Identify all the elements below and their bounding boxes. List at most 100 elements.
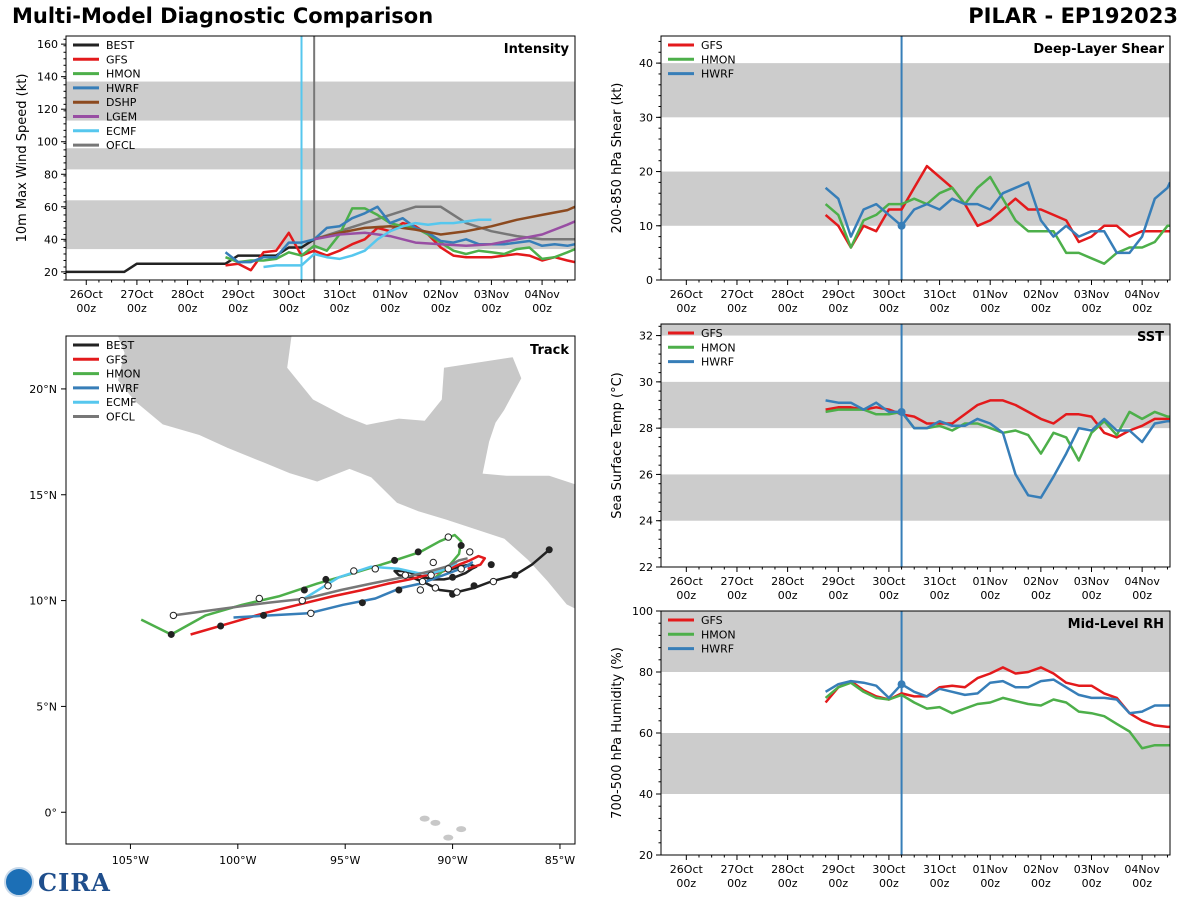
track-point-open [457, 565, 465, 573]
x-tick-label: 00z [1031, 877, 1051, 890]
x-tick-label: 00z [828, 302, 848, 315]
x-tick-label: 29Oct [822, 863, 856, 876]
y-tick-label: 32 [639, 330, 653, 343]
track-point-open [466, 548, 474, 556]
x-tick-label: 04Nov [1124, 575, 1160, 588]
x-tick-label: 31Oct [923, 863, 957, 876]
x-tick-label: 00z [879, 302, 899, 315]
legend-label-best: BEST [106, 39, 134, 52]
series-line-hwrf [224, 205, 575, 264]
series-line-ecmf [263, 218, 492, 269]
y-tick-label: 10 [639, 220, 653, 233]
x-tick-label: 26Oct [670, 863, 704, 876]
x-tick-label: 00z [1132, 877, 1152, 890]
series-line-hmon [824, 681, 1170, 750]
track-line-hwrf [233, 561, 474, 619]
legend-label-hmon: HMON [701, 53, 736, 66]
x-tick-label: 31Oct [323, 288, 357, 301]
x-tick-label: 00z [1132, 589, 1152, 602]
track-point-filled [322, 575, 330, 583]
y-axis-label: Sea Surface Temp (°C) [610, 372, 625, 519]
shear-plot-area [661, 36, 1170, 280]
x-tick-label: 04Nov [1124, 863, 1160, 876]
track-point-open [169, 611, 178, 620]
threshold-band [661, 63, 1170, 118]
track-point-filled [487, 561, 495, 569]
legend-label-hwrf: HWRF [701, 643, 734, 656]
x-tick-label: 00z [828, 589, 848, 602]
x-tick-label: 27Oct [720, 575, 754, 588]
x-tick-label: 28Oct [771, 863, 805, 876]
track-point-open [489, 577, 498, 586]
threshold-band [661, 474, 1170, 521]
track-point-open [324, 582, 332, 590]
legend-label-hwrf: HWRF [701, 68, 734, 81]
x-tick-label: 00z [980, 877, 1000, 890]
x-tick-label: 00z [1082, 589, 1102, 602]
x-tick-label: 00z [980, 302, 1000, 315]
x-tick-label: 01Nov [972, 863, 1008, 876]
track-point-filled [511, 571, 519, 579]
x-tick-label: 00z [828, 877, 848, 890]
y-tick-label: 40 [639, 788, 653, 801]
track-line-ecmf [303, 561, 458, 600]
legend-label-gfs: GFS [701, 614, 723, 627]
init-marker [897, 407, 906, 416]
track-point-filled [300, 586, 308, 594]
x-tick-label: 00z [778, 589, 798, 602]
x-tick-label: 00z [727, 877, 747, 890]
x-tick-label: 30Oct [872, 288, 906, 301]
y-tick-label: 40 [639, 57, 653, 70]
island [456, 826, 467, 833]
track-point-open [255, 594, 263, 603]
track-line-ofcl [173, 557, 468, 617]
y-axis-label: 700-500 hPa Humidity (%) [610, 647, 625, 819]
x-tick-label: 01Nov [372, 288, 408, 301]
x-tick-label: 27Oct [120, 288, 154, 301]
x-tick-label: 02Nov [1023, 575, 1059, 588]
track-point-filled [358, 599, 366, 607]
rh-plot-area [661, 611, 1170, 855]
x-tick-label: 26Oct [70, 288, 104, 301]
legend-label-hmon: HMON [106, 368, 141, 381]
y-axis-label: 10m Max Wind Speed (kt) [15, 74, 30, 243]
x-tick-label: 04Nov [1124, 288, 1160, 301]
track-point-filled [167, 630, 175, 638]
page-title: Multi-Model Diagnostic Comparison [12, 4, 434, 28]
noaa-globe-icon [4, 867, 34, 897]
track-frame [65, 335, 576, 845]
x-tick-label: 29Oct [222, 288, 256, 301]
x-tick-label: 00z [930, 877, 950, 890]
track-point-open [371, 565, 379, 573]
x-tick-label: 26Oct [670, 288, 704, 301]
shear-frame [660, 35, 1171, 281]
track-point-open [444, 565, 452, 573]
series-line-gfs [824, 164, 1170, 249]
x-tick-label: 100°W [219, 854, 256, 867]
x-tick-label: 30Oct [272, 288, 306, 301]
track-point-open [416, 586, 425, 594]
x-tick-label: 00z [778, 302, 798, 315]
island [443, 834, 454, 841]
track-point-open [418, 577, 427, 586]
x-tick-label: 00z [279, 302, 299, 315]
sst-title: SST [1137, 330, 1164, 345]
x-tick-label: 95°W [330, 854, 360, 867]
intensity-frame [65, 35, 576, 281]
series-line-hwrf [824, 181, 1170, 255]
y-tick-label: 24 [639, 515, 653, 528]
y-tick-label: 40 [44, 233, 58, 246]
init-marker [897, 221, 906, 230]
track-title: Track [530, 343, 569, 358]
sst-plot-area [661, 324, 1170, 567]
y-tick-label: 80 [44, 168, 58, 181]
x-tick-label: 02Nov [1023, 863, 1059, 876]
x-tick-label: 02Nov [1023, 288, 1059, 301]
y-tick-label: 60 [44, 201, 58, 214]
y-tick-label: 30 [639, 376, 653, 389]
x-tick-label: 03Nov [1074, 863, 1110, 876]
track-point-filled [391, 556, 399, 564]
x-tick-label: 00z [228, 302, 248, 315]
y-tick-label: 160 [37, 38, 58, 51]
legend-label-hwrf: HWRF [106, 382, 139, 395]
